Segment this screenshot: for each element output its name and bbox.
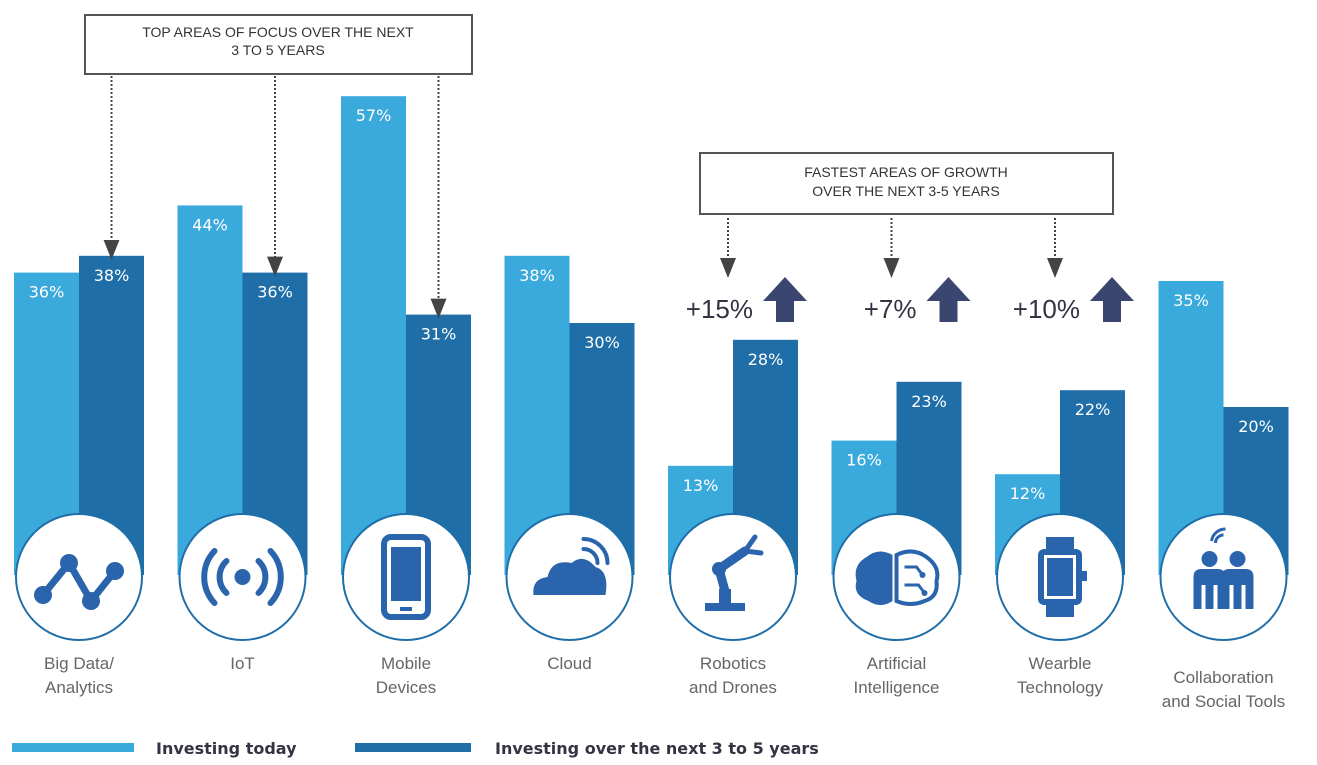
legend: Investing today Investing over the next … xyxy=(12,739,819,758)
analytics-icon xyxy=(34,554,124,610)
growth-up-arrow-icon xyxy=(926,277,971,322)
fastest-growth-callout-line2: OVER THE NEXT 3-5 YEARS xyxy=(812,183,1000,199)
bar-value-label: 35% xyxy=(1173,291,1209,310)
robot-arm-icon xyxy=(705,534,764,611)
bar-value-label: 28% xyxy=(748,350,784,369)
growth-label: +10% xyxy=(1013,294,1080,324)
category-label: Big Data/ xyxy=(44,654,114,673)
category-label: Robotics xyxy=(700,654,766,673)
category-labels: Big Data/Analytics IoT Mobile Devices Cloud R… xyxy=(44,654,1285,711)
category-label: Intelligence xyxy=(853,678,939,697)
smartwatch-icon xyxy=(1038,537,1087,617)
growth-indicators: +15% +7% +10% xyxy=(686,218,1134,324)
fastest-growth-callout-line1: FASTEST AREAS OF GROWTH xyxy=(804,164,1008,180)
top-focus-callout-line1: TOP AREAS OF FOCUS OVER THE NEXT xyxy=(142,24,414,40)
growth-label: +7% xyxy=(864,294,917,324)
top-focus-callout-box xyxy=(84,14,473,75)
people-icon xyxy=(1193,527,1254,609)
iot-signal-icon xyxy=(201,548,284,606)
bar-value-label: 36% xyxy=(257,283,293,302)
callout-pointers xyxy=(103,76,447,319)
bar-value-label: 38% xyxy=(519,266,555,285)
category-label: and Social Tools xyxy=(1162,692,1286,711)
category-label: Artificial xyxy=(867,654,927,673)
category-label: Collaboration xyxy=(1173,668,1273,687)
category-label: Devices xyxy=(376,678,436,697)
growth-up-arrow-icon xyxy=(763,277,807,322)
top-focus-callout-line2: 3 TO 5 YEARS xyxy=(231,42,324,58)
fastest-growth-callout-box xyxy=(699,152,1114,215)
legend-label-today: Investing today xyxy=(156,739,297,758)
bar-value-label: 31% xyxy=(421,325,457,344)
category-label: Cloud xyxy=(547,654,591,673)
bar-value-label: 20% xyxy=(1238,417,1274,436)
legend-label-future: Investing over the next 3 to 5 years xyxy=(495,739,819,758)
category-circle xyxy=(669,513,797,641)
growth-up-arrow-icon xyxy=(1090,277,1134,322)
fastest-growth-callout: FASTEST AREAS OF GROWTH OVER THE NEXT 3-… xyxy=(699,152,1114,215)
bar-value-label: 22% xyxy=(1075,400,1111,419)
category-label: IoT xyxy=(230,654,255,673)
bar-value-label: 44% xyxy=(192,215,228,234)
bar-value-label: 23% xyxy=(911,392,947,411)
bar-value-label: 57% xyxy=(356,106,392,125)
bar-value-label: 12% xyxy=(1010,484,1046,503)
category-label: Mobile xyxy=(381,654,431,673)
category-label: Analytics xyxy=(45,678,113,697)
bar-today xyxy=(341,96,406,575)
legend-swatch-today xyxy=(12,743,134,752)
bar-value-label: 30% xyxy=(584,333,620,352)
bar-value-label: 36% xyxy=(29,283,65,302)
bar-today xyxy=(177,205,243,575)
category-label: Wearble xyxy=(1029,654,1092,673)
mobile-device-icon xyxy=(381,534,431,620)
category-icon-circles xyxy=(15,513,1288,641)
cloud-icon xyxy=(533,537,610,595)
category-label: Technology xyxy=(1017,678,1104,697)
bar-value-label: 13% xyxy=(683,476,719,495)
bar-value-label: 16% xyxy=(846,451,882,470)
bar-value-label: 38% xyxy=(94,266,130,285)
growth-label: +15% xyxy=(686,294,753,324)
legend-swatch-future xyxy=(355,743,471,752)
brain-circuit-icon xyxy=(855,549,940,606)
category-label: and Drones xyxy=(689,678,777,697)
top-focus-callout: TOP AREAS OF FOCUS OVER THE NEXT 3 TO 5 … xyxy=(84,14,473,75)
